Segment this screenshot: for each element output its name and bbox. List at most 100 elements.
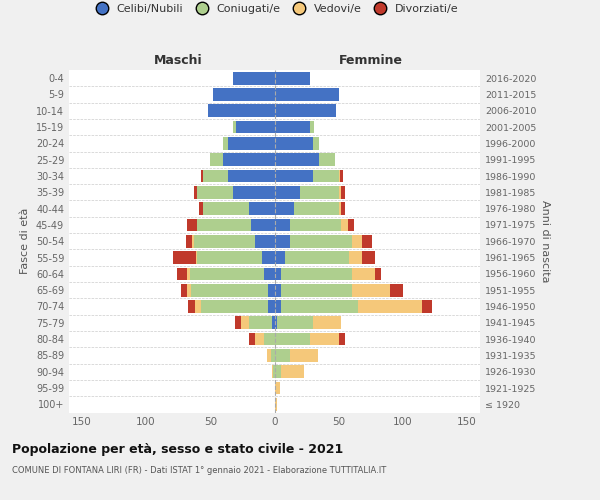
Bar — [255, 332, 264, 345]
Bar — [348, 218, 354, 232]
Bar — [268, 300, 275, 313]
Bar — [352, 268, 374, 280]
Bar — [275, 382, 280, 394]
Bar — [310, 332, 339, 345]
Bar — [374, 268, 381, 280]
Bar — [187, 268, 190, 280]
Bar — [339, 170, 340, 182]
Bar — [275, 104, 336, 117]
Bar — [187, 284, 191, 296]
Bar — [290, 349, 318, 362]
Bar — [275, 251, 285, 264]
Bar — [275, 137, 313, 150]
Bar — [300, 186, 339, 198]
Bar — [294, 202, 339, 215]
Bar — [255, 235, 275, 248]
Bar — [188, 300, 195, 313]
Text: COMUNE DI FONTANA LIRI (FR) - Dati ISTAT 1° gennaio 2021 - Elaborazione TUTTITAL: COMUNE DI FONTANA LIRI (FR) - Dati ISTAT… — [12, 466, 386, 475]
Bar — [210, 154, 223, 166]
Bar — [177, 268, 187, 280]
Bar — [249, 316, 272, 329]
Bar — [251, 218, 275, 232]
Bar — [197, 218, 251, 232]
Bar — [277, 316, 313, 329]
Bar — [194, 235, 255, 248]
Bar — [228, 137, 275, 150]
Bar — [341, 218, 348, 232]
Bar — [352, 235, 362, 248]
Bar — [186, 235, 193, 248]
Bar — [390, 284, 403, 296]
Bar — [197, 251, 262, 264]
Bar — [187, 218, 197, 232]
Bar — [275, 154, 319, 166]
Bar — [233, 186, 275, 198]
Bar — [281, 366, 304, 378]
Bar — [241, 316, 249, 329]
Bar — [422, 300, 433, 313]
Bar — [310, 120, 314, 134]
Bar — [313, 316, 341, 329]
Bar — [285, 251, 349, 264]
Bar — [267, 349, 271, 362]
Bar — [339, 202, 341, 215]
Bar — [275, 88, 339, 101]
Bar — [319, 154, 335, 166]
Bar — [195, 300, 201, 313]
Y-axis label: Fasce di età: Fasce di età — [20, 208, 30, 274]
Bar — [340, 170, 343, 182]
Y-axis label: Anni di nascita: Anni di nascita — [541, 200, 550, 282]
Bar — [352, 284, 390, 296]
Bar — [196, 251, 197, 264]
Bar — [190, 268, 264, 280]
Bar — [208, 104, 275, 117]
Bar — [313, 170, 339, 182]
Bar — [233, 72, 275, 85]
Bar — [275, 170, 313, 182]
Bar — [290, 235, 352, 248]
Bar — [194, 186, 197, 198]
Bar — [275, 366, 281, 378]
Bar — [275, 284, 281, 296]
Bar — [197, 186, 233, 198]
Bar — [249, 332, 255, 345]
Bar — [201, 300, 268, 313]
Bar — [249, 202, 275, 215]
Bar — [275, 300, 281, 313]
Bar — [275, 202, 294, 215]
Bar — [275, 186, 300, 198]
Bar — [275, 398, 277, 410]
Bar — [199, 202, 203, 215]
Bar — [341, 186, 345, 198]
Bar — [362, 251, 374, 264]
Bar — [349, 251, 362, 264]
Bar — [264, 332, 275, 345]
Bar — [275, 349, 290, 362]
Text: Popolazione per età, sesso e stato civile - 2021: Popolazione per età, sesso e stato civil… — [12, 442, 343, 456]
Bar — [223, 137, 228, 150]
Bar — [228, 170, 275, 182]
Bar — [236, 120, 275, 134]
Bar — [203, 202, 249, 215]
Bar — [262, 251, 275, 264]
Bar — [362, 235, 372, 248]
Bar — [173, 251, 196, 264]
Bar — [275, 268, 281, 280]
Bar — [273, 366, 275, 378]
Bar — [290, 218, 341, 232]
Bar — [281, 300, 358, 313]
Text: Femmine: Femmine — [339, 54, 403, 66]
Bar — [201, 170, 203, 182]
Bar — [233, 120, 236, 134]
Bar — [203, 170, 228, 182]
Bar — [275, 235, 290, 248]
Bar — [358, 300, 422, 313]
Bar — [339, 186, 341, 198]
Bar — [281, 268, 352, 280]
Bar — [223, 154, 275, 166]
Bar — [191, 284, 268, 296]
Bar — [192, 235, 194, 248]
Bar — [275, 72, 310, 85]
Bar — [272, 366, 273, 378]
Bar — [264, 268, 275, 280]
